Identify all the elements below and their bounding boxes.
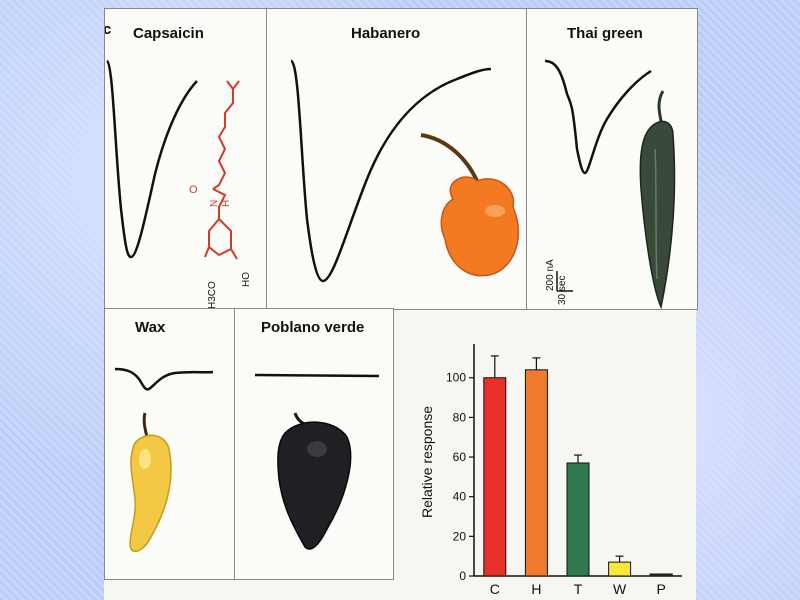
relative-response-chart: 0 20 40 60 80 100 Relative response C H T W P — [419, 344, 682, 597]
bar-T — [566, 462, 590, 577]
panel-letter: c — [105, 21, 111, 38]
wax-trace-svg — [114, 367, 214, 553]
habanero-panel: Habanero — [266, 8, 528, 310]
habanero-title: Habanero — [351, 25, 421, 42]
y-tick-label: 80 — [453, 410, 467, 424]
poblano-panel: Poblano verde — [234, 308, 394, 580]
thai-panel: Thai green 200 nA 30 sec — [526, 8, 698, 310]
capsaicin-trace-svg: O N H HO H3CO — [105, 59, 252, 309]
thai-current-trace — [544, 59, 652, 175]
wax-title: Wax — [135, 319, 166, 336]
thai-pepper-image — [639, 90, 676, 309]
wax-current-trace — [114, 367, 214, 391]
structure-n: N — [209, 200, 220, 207]
figure: Capsaicin c O N H HO H3CO Habanero — [104, 8, 698, 600]
poblano-title: Poblano verde — [261, 319, 365, 336]
poblano-trace-svg — [254, 373, 380, 550]
structure-ho: HO — [241, 272, 252, 287]
scale-bar — [556, 271, 573, 292]
structure-o: O — [189, 184, 198, 196]
thai-title: Thai green — [567, 25, 643, 42]
x-tick-label-W: W — [613, 581, 627, 597]
y-axis-label: Relative response — [419, 406, 435, 518]
y-tick-label: 20 — [453, 529, 467, 543]
capsaicin-structure — [204, 80, 240, 260]
bar-P — [649, 573, 673, 577]
habanero-pepper-image — [420, 133, 520, 277]
bar-W — [608, 561, 632, 577]
wax-panel: Wax — [104, 308, 236, 580]
poblano-current-trace — [254, 373, 380, 378]
bar-chart-panel: 0 20 40 60 80 100 Relative response C H T W P — [392, 308, 696, 600]
habanero-current-trace — [289, 59, 492, 283]
bar-H — [524, 369, 548, 577]
structure-h: H — [221, 200, 232, 207]
capsaicin-current-trace — [105, 59, 198, 259]
structure-h3co: H3CO — [207, 281, 218, 309]
capsaicin-panel: Capsaicin c O N H HO H3CO — [104, 8, 268, 310]
capsaicin-title: Capsaicin — [133, 25, 204, 42]
scale-bar-time: 30 sec — [557, 276, 568, 305]
habanero-trace-svg — [289, 59, 520, 283]
x-tick-label-T: T — [574, 581, 583, 597]
x-tick-label-P: P — [657, 581, 666, 597]
y-tick-label: 60 — [453, 450, 467, 464]
x-tick-label-H: H — [531, 581, 541, 597]
wax-pepper-image — [129, 412, 172, 553]
thai-trace-svg: 200 nA 30 sec — [544, 59, 676, 309]
y-tick-label: 100 — [446, 371, 466, 385]
y-tick-label: 40 — [453, 490, 467, 504]
x-tick-label-C: C — [490, 581, 500, 597]
poblano-pepper-image — [277, 412, 352, 550]
bar-C — [483, 377, 507, 577]
scale-bar-current: 200 nA — [545, 259, 556, 291]
y-tick-label: 0 — [459, 569, 466, 583]
